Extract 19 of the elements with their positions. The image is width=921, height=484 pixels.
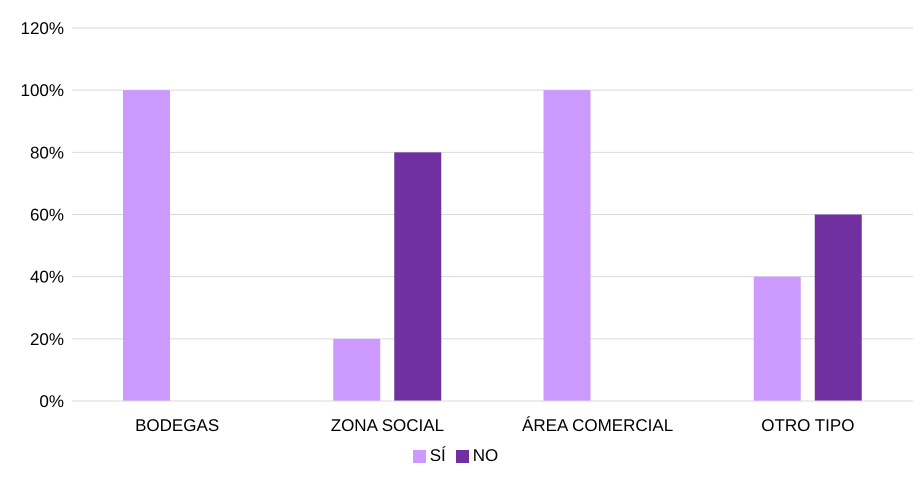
bar — [814, 214, 862, 401]
x-tick-label: ÁREA COMERCIAL — [522, 416, 674, 436]
y-tick-label: 20% — [30, 330, 64, 349]
y-tick-label: 40% — [30, 268, 64, 287]
bar — [333, 338, 380, 401]
y-tick-label: 60% — [30, 206, 64, 225]
legend-label: SÍ — [430, 446, 446, 465]
legend-label: NO — [472, 446, 498, 465]
x-tick-label: ZONA SOCIAL — [330, 416, 444, 436]
y-tick-label: 100% — [20, 81, 64, 100]
bar — [394, 152, 442, 401]
y-tick-label: 0% — [39, 392, 64, 412]
bar — [754, 276, 801, 401]
x-tick-label: BODEGAS — [135, 416, 220, 436]
y-tick-label: 120% — [20, 19, 64, 38]
bar — [123, 90, 170, 401]
bar — [544, 90, 590, 401]
x-tick-label: OTRO TIPO — [761, 416, 854, 436]
y-tick-label: 80% — [30, 143, 64, 162]
